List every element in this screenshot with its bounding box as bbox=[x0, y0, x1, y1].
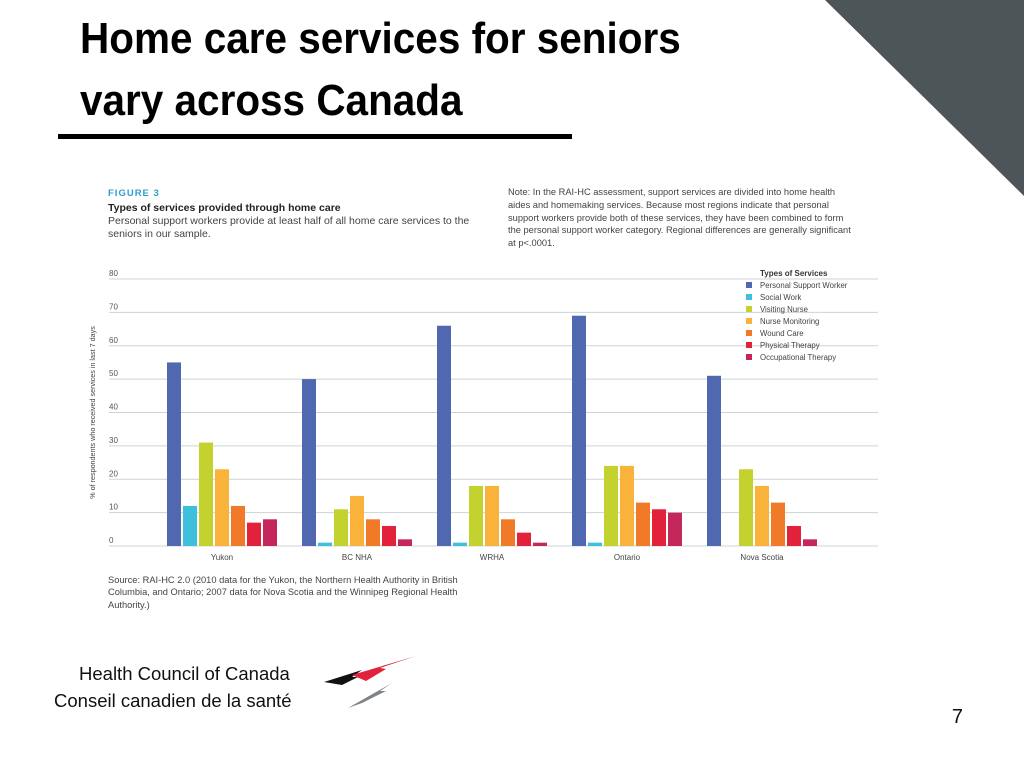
y-tick-label: 10 bbox=[109, 503, 118, 512]
y-tick-label: 60 bbox=[109, 336, 118, 345]
y-tick-label: 0 bbox=[109, 536, 114, 545]
bar bbox=[183, 505, 197, 546]
bar bbox=[652, 509, 666, 546]
bar bbox=[668, 512, 682, 546]
corner-triangle bbox=[825, 0, 1024, 196]
slide-title-line1: Home care services for seniors bbox=[80, 14, 681, 63]
x-tick-label: Ontario bbox=[614, 553, 641, 562]
bar bbox=[437, 325, 451, 546]
legend-swatch bbox=[746, 318, 752, 324]
bar bbox=[771, 502, 785, 546]
y-axis-label: % of respondents who received services i… bbox=[88, 326, 97, 499]
y-tick-label: 70 bbox=[109, 302, 118, 311]
y-tick-label: 40 bbox=[109, 403, 118, 412]
bar bbox=[366, 519, 380, 546]
y-tick-label: 30 bbox=[109, 436, 118, 445]
bar bbox=[263, 519, 277, 546]
bar bbox=[453, 542, 467, 546]
y-tick-label: 20 bbox=[109, 469, 118, 478]
legend-swatch bbox=[746, 306, 752, 312]
bar bbox=[247, 522, 261, 546]
bar bbox=[604, 465, 618, 546]
legend-label: Physical Therapy bbox=[760, 341, 820, 350]
legend-label: Personal Support Worker bbox=[760, 281, 848, 290]
legend-label: Social Work bbox=[760, 293, 802, 302]
legend-label: Wound Care bbox=[760, 329, 804, 338]
legend-swatch bbox=[746, 294, 752, 300]
bar bbox=[636, 502, 650, 546]
legend-label: Visiting Nurse bbox=[760, 305, 808, 314]
y-tick-label: 50 bbox=[109, 369, 118, 378]
legend-label: Occupational Therapy bbox=[760, 353, 836, 362]
x-tick-label: WRHA bbox=[480, 553, 505, 562]
page-number: 7 bbox=[951, 706, 963, 728]
bar bbox=[318, 542, 332, 546]
bar bbox=[517, 532, 531, 546]
bar bbox=[755, 485, 769, 546]
x-tick-label: BC NHA bbox=[342, 553, 373, 562]
bar bbox=[533, 542, 547, 546]
bar bbox=[350, 495, 364, 546]
legend-label: Nurse Monitoring bbox=[760, 317, 819, 326]
bar bbox=[469, 485, 483, 546]
bar bbox=[572, 315, 586, 546]
legend-title: Types of Services bbox=[760, 269, 828, 278]
bar bbox=[707, 375, 721, 546]
legend-swatch bbox=[746, 282, 752, 288]
legend-swatch bbox=[746, 354, 752, 360]
bar bbox=[803, 539, 817, 546]
birds-icon bbox=[324, 656, 416, 708]
bar bbox=[485, 485, 499, 546]
bar bbox=[501, 519, 515, 546]
y-tick-label: 80 bbox=[109, 269, 118, 278]
health-council-logo: Health Council of Canada Conseil canadie… bbox=[52, 653, 432, 723]
bar bbox=[167, 362, 181, 546]
figure-source: Source: RAI-HC 2.0 (2010 data for the Yu… bbox=[108, 575, 458, 610]
figure-subtitle: Personal support workers provide at leas… bbox=[108, 215, 470, 240]
legend-swatch bbox=[746, 342, 752, 348]
bar-chart: 0 10 20 30 40 50 60 70 80 % of respondents who re… bbox=[88, 269, 878, 562]
slide-title: Home care services for seniors vary acro… bbox=[80, 8, 761, 132]
bar bbox=[588, 542, 602, 546]
bar bbox=[382, 525, 396, 546]
bar bbox=[620, 465, 634, 546]
logo-name-french: Conseil canadien de la santé bbox=[54, 690, 292, 711]
figure-note: Note: In the RAI-HC assessment, support … bbox=[508, 187, 851, 249]
bar bbox=[398, 539, 412, 546]
bar bbox=[302, 379, 316, 546]
title-underline bbox=[58, 134, 572, 139]
figure-title: Types of services provided through home … bbox=[108, 202, 341, 214]
x-tick-label: Nova Scotia bbox=[740, 553, 784, 562]
logo-name-english: Health Council of Canada bbox=[79, 663, 290, 684]
bar bbox=[334, 509, 348, 546]
bird-red bbox=[352, 656, 416, 681]
slide-title-line2: vary across Canada bbox=[80, 76, 463, 125]
bird-black bbox=[324, 670, 362, 685]
x-tick-label: Yukon bbox=[211, 553, 233, 562]
bar bbox=[787, 525, 801, 546]
bar bbox=[739, 469, 753, 546]
figure-label: FIGURE 3 bbox=[108, 188, 160, 199]
legend-swatch bbox=[746, 330, 752, 336]
bird-grey bbox=[348, 683, 392, 708]
bar bbox=[199, 442, 213, 546]
figure-heading: FIGURE 3 Types of services provided thro… bbox=[108, 187, 488, 241]
bar bbox=[231, 505, 245, 546]
bar bbox=[215, 469, 229, 546]
